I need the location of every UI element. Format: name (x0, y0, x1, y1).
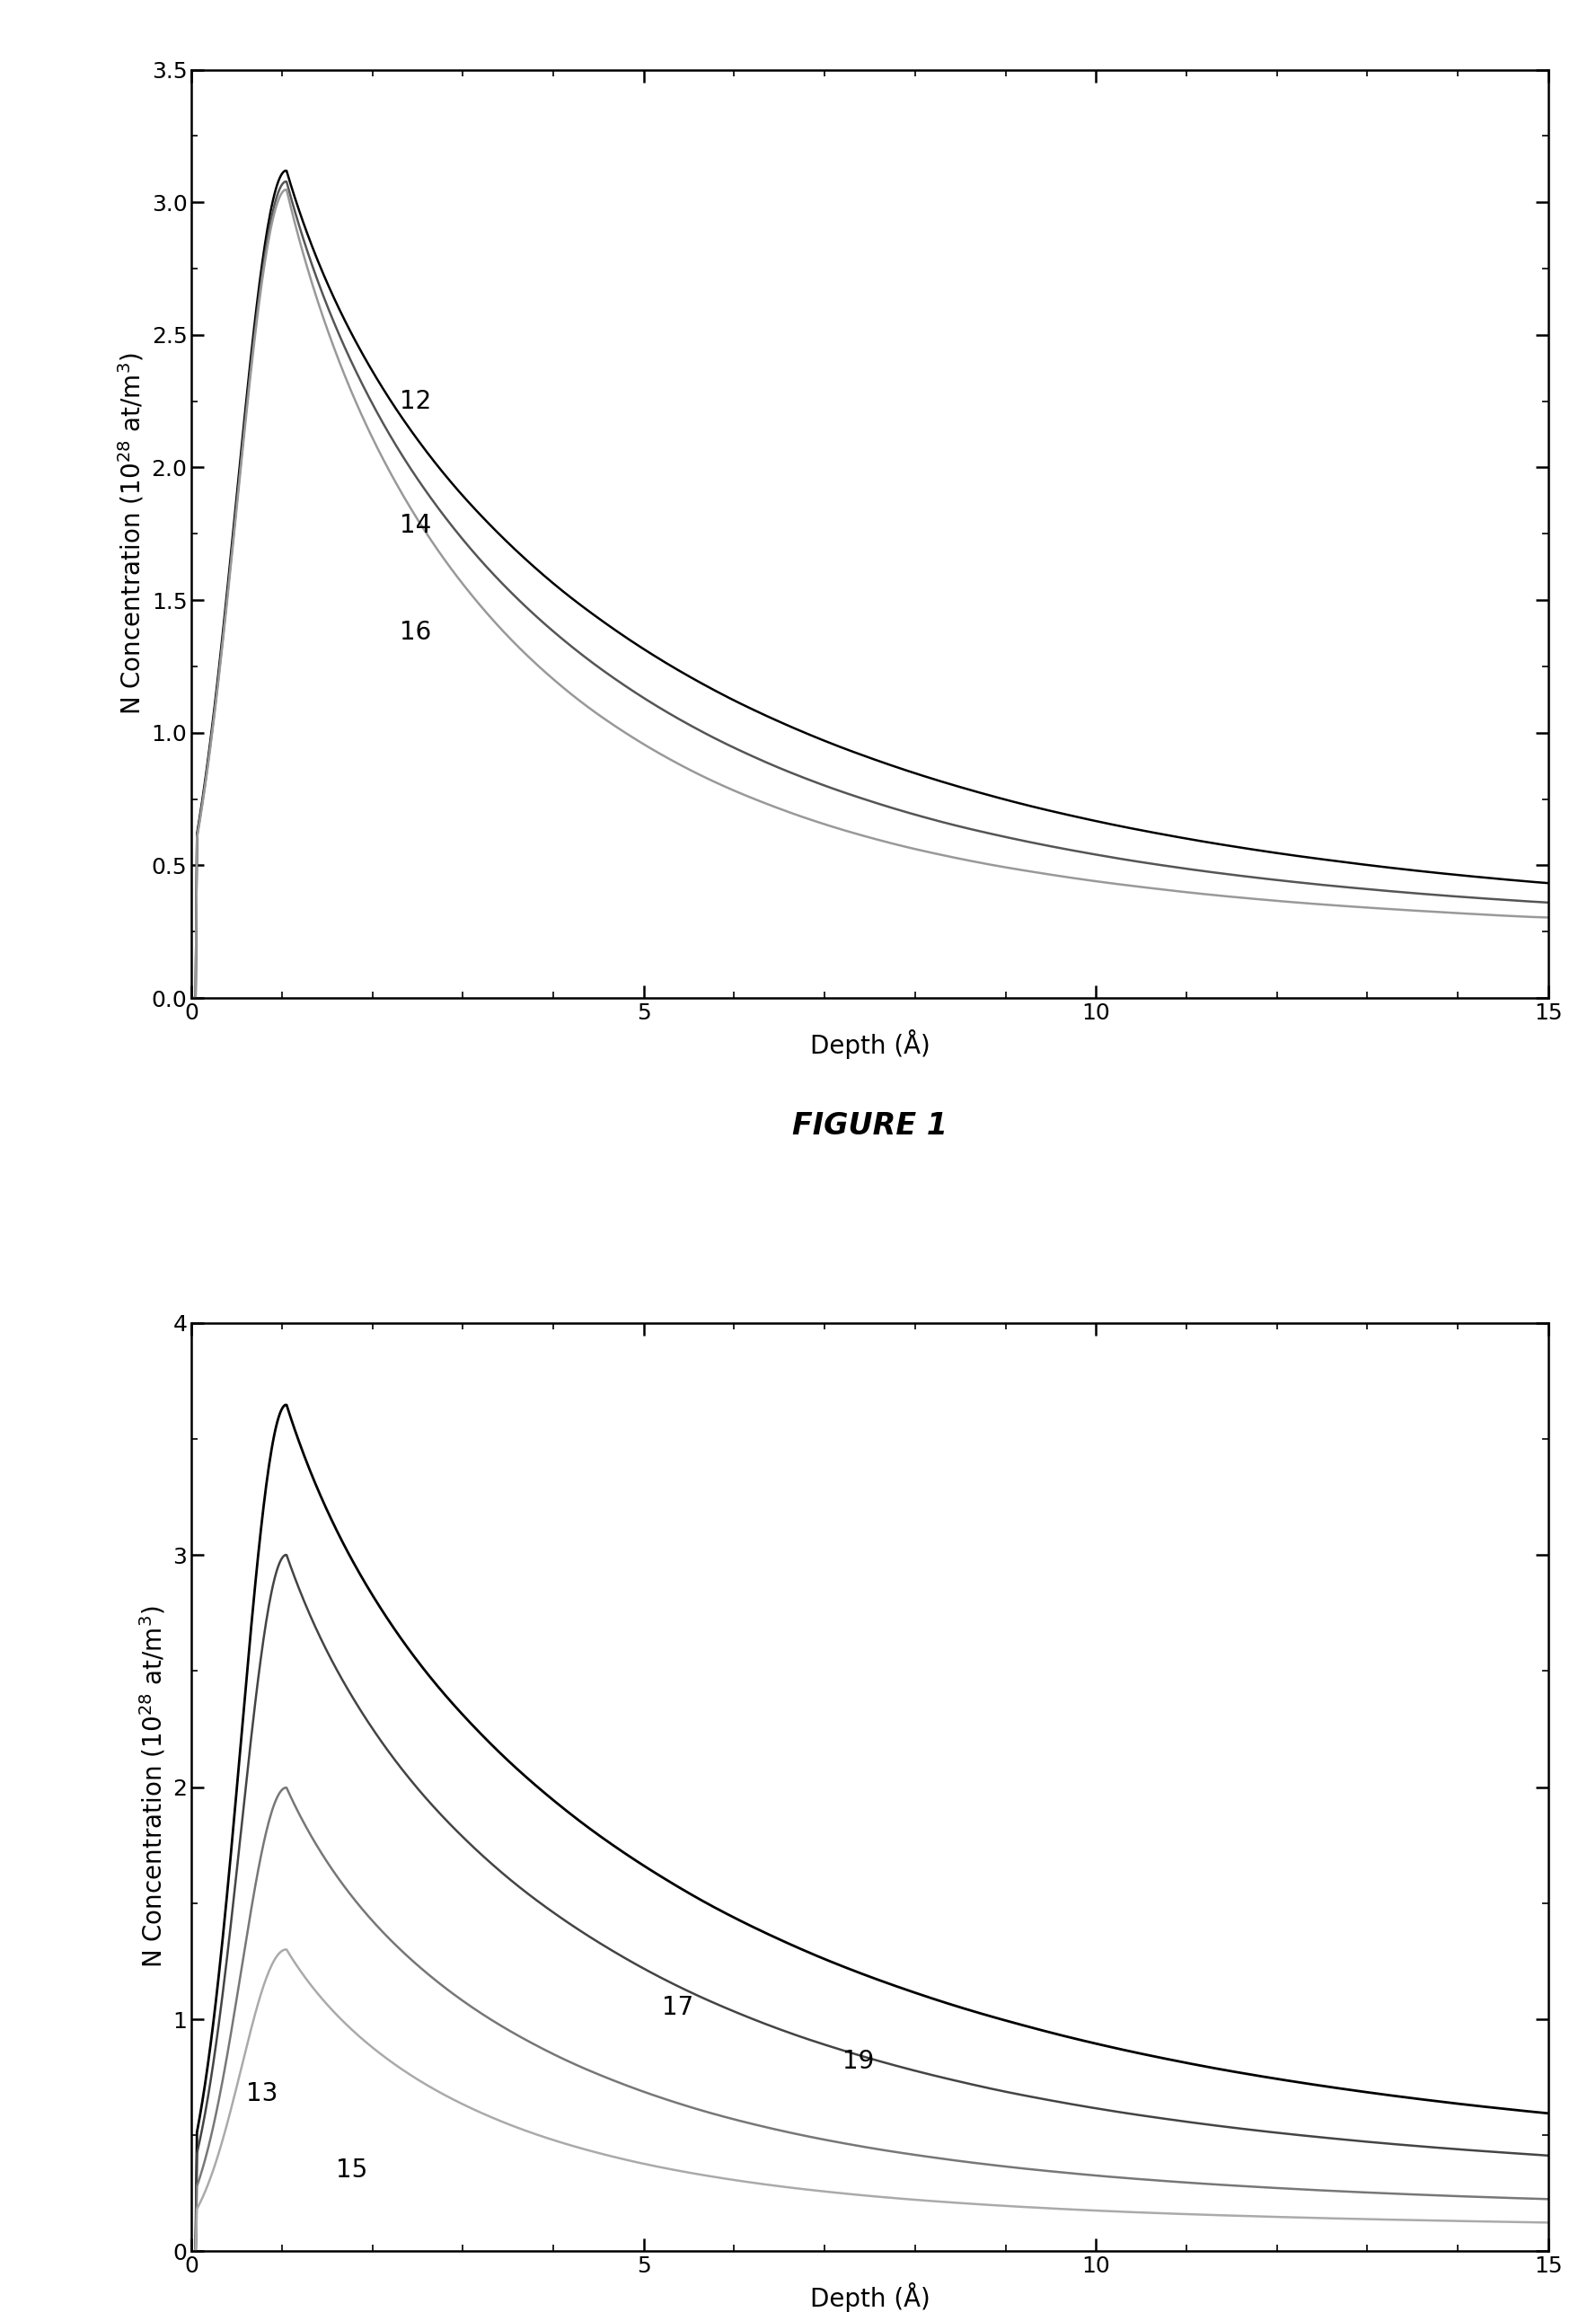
Text: 12: 12 (399, 388, 431, 413)
Text: 14: 14 (399, 513, 431, 538)
X-axis label: Depth (Å): Depth (Å) (809, 2282, 930, 2312)
Text: 15: 15 (337, 2159, 369, 2182)
Text: 17: 17 (662, 1996, 694, 2019)
Text: 16: 16 (399, 620, 431, 645)
Text: 13: 13 (246, 2082, 278, 2105)
Text: FIGURE 1: FIGURE 1 (792, 1112, 948, 1140)
Y-axis label: N Concentration (10$^{28}$ at/m$^3$): N Concentration (10$^{28}$ at/m$^3$) (139, 1606, 168, 1968)
Text: 19: 19 (843, 2049, 875, 2073)
Y-axis label: N Concentration (10$^{28}$ at/m$^3$): N Concentration (10$^{28}$ at/m$^3$) (117, 353, 147, 715)
X-axis label: Depth (Å): Depth (Å) (809, 1028, 930, 1058)
